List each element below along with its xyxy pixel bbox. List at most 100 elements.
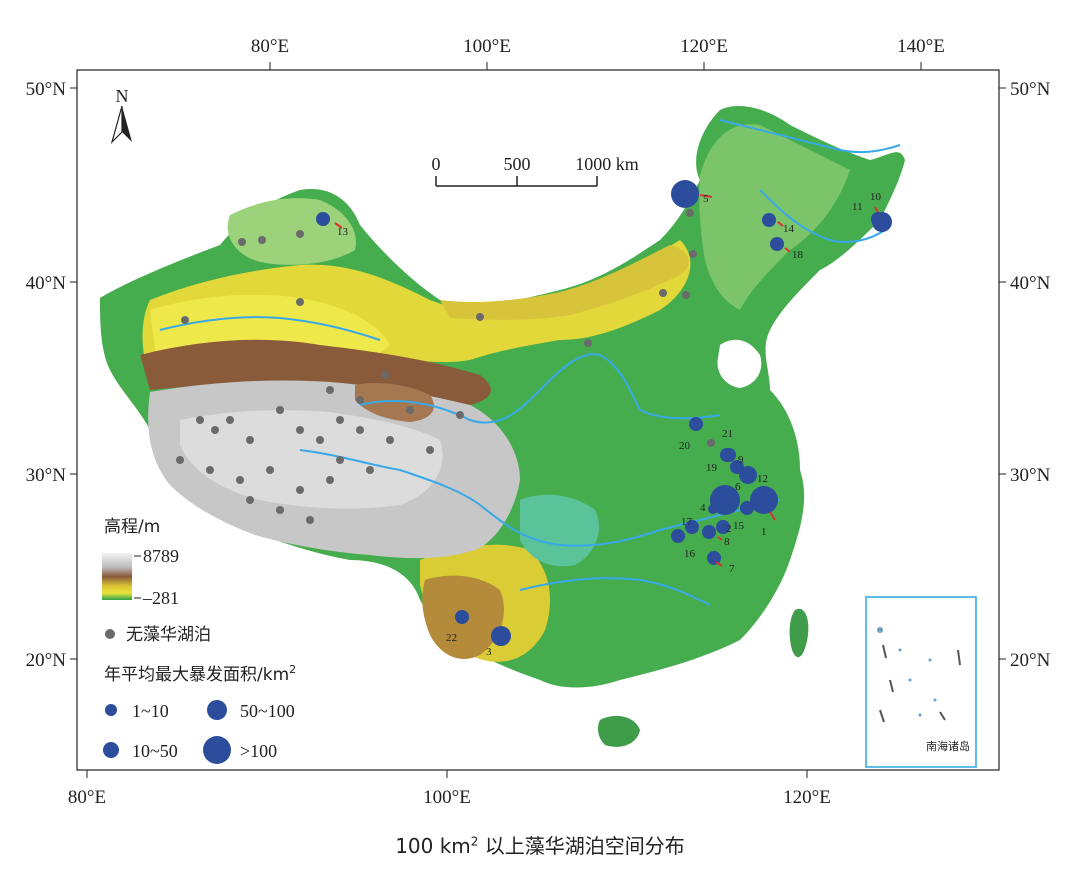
lake-11 (872, 212, 892, 232)
hainan-island (597, 715, 640, 747)
lake-6 (710, 485, 740, 515)
lake-21 (720, 448, 734, 462)
lake-15 (740, 501, 754, 515)
legend-no-bloom-label: 无藻华湖泊 (126, 625, 211, 645)
north-label: N (116, 86, 129, 106)
lake-label-2: 2 (726, 523, 732, 535)
lake-label-1: 1 (761, 526, 767, 538)
lake-label-9: 9 (738, 454, 744, 466)
legend-area-title-sup: 2 (289, 663, 296, 676)
right-lat-20: 20°N (1010, 650, 1051, 671)
lake-5 (671, 180, 699, 208)
figure-caption: 100 km2 以上藻华湖泊空间分布 (0, 830, 1080, 859)
inset-islands (877, 627, 937, 717)
lake-8 (702, 525, 716, 539)
elevation-colorbar (102, 553, 132, 600)
right-lat-50: 50°N (1010, 79, 1051, 100)
lake-label-10: 10 (870, 191, 882, 203)
legend-area-title-text: 年平均最大暴发面积/km (104, 665, 289, 685)
river-yangtze (299, 449, 781, 547)
legend-area-title: 年平均最大暴发面积/km2 (104, 663, 296, 685)
legend: 高程/m 8789 –281 无藻华湖泊 年平均最大暴发面积/km2 1~10 … (102, 517, 296, 764)
legend-no-bloom-marker (105, 629, 115, 639)
bottom-ticks (86, 770, 808, 778)
legend-size-label-50-100: 50~100 (240, 701, 295, 721)
river-songhua (759, 189, 886, 243)
lake-label-5: 5 (703, 193, 709, 205)
top-lon-100: 100°E (463, 36, 511, 57)
inset-label: 南海诸岛 (926, 739, 970, 753)
river-yellow (359, 353, 721, 424)
lake-label-4: 4 (700, 502, 706, 514)
caption-post: 以上藻华湖泊空间分布 (478, 834, 685, 858)
legend-elevation-title: 高程/m (104, 517, 160, 537)
lake-7 (707, 551, 721, 565)
caption-sup: 2 (470, 834, 479, 849)
lake-label-7: 7 (729, 563, 735, 575)
lake-label-8: 8 (724, 536, 730, 548)
lake-label-22: 22 (446, 632, 457, 644)
no-bloom-lakes (176, 209, 715, 524)
legend-size-gt100 (203, 736, 231, 764)
qaidam-basin (355, 383, 434, 422)
legend-size-50-100 (207, 700, 227, 720)
lake-label-16: 16 (684, 548, 696, 560)
rivers (159, 119, 901, 606)
legend-size-label-1-10: 1~10 (132, 701, 169, 721)
bottom-lon-80: 80°E (68, 787, 106, 808)
top-lon-80: 80°E (251, 36, 289, 57)
lake-2 (716, 520, 730, 534)
left-lat-50: 50°N (26, 79, 67, 100)
sichuan-basin (520, 494, 599, 567)
legend-size-10-50 (103, 742, 119, 758)
legend-size-1-10 (105, 704, 117, 716)
lake-label-6: 6 (735, 481, 741, 493)
lake-labels: 1 2 3 4 5 6 7 8 9 10 11 12 13 14 15 16 1… (337, 191, 882, 658)
top-ticks (269, 62, 922, 70)
scale-bar (435, 176, 598, 187)
top-lon-120: 120°E (680, 36, 728, 57)
lake-14 (762, 213, 776, 227)
scale-0: 0 (432, 154, 441, 174)
china-terrain (100, 105, 905, 688)
north-arrow-icon (110, 105, 132, 145)
bottom-lon-120: 120°E (783, 787, 831, 808)
inset-dashline (879, 644, 961, 723)
lake-3 (491, 626, 511, 646)
lake-label-3: 3 (486, 646, 492, 658)
bottom-lon-100: 100°E (423, 787, 471, 808)
lake-19 (730, 460, 744, 474)
mongolian-plateau (440, 245, 689, 320)
lake-label-14: 14 (783, 223, 795, 235)
bloom-lakes (316, 180, 892, 646)
lake-17 (685, 520, 699, 534)
lake-12 (739, 466, 757, 484)
top-lon-140: 140°E (897, 36, 945, 57)
right-ticks (999, 87, 1006, 660)
left-lat-30: 30°N (26, 465, 67, 486)
river-heilong (719, 119, 901, 154)
legend-elev-max: 8789 (143, 546, 179, 566)
lake-13 (316, 212, 330, 226)
river-tarim (159, 316, 381, 341)
lake-label-17: 17 (681, 516, 693, 528)
left-lat-40: 40°N (26, 273, 67, 294)
river-pearl (519, 577, 711, 606)
lake-20 (689, 417, 703, 431)
right-lat-30: 30°N (1010, 465, 1051, 486)
scale-1000: 1000 km (575, 154, 639, 174)
lake-label-19: 19 (706, 462, 718, 474)
lake-label-11: 11 (852, 201, 863, 213)
scale-500: 500 (504, 154, 531, 174)
lake-18 (770, 237, 784, 251)
lake-label-18: 18 (792, 249, 804, 261)
legend-elev-min: –281 (142, 588, 179, 608)
legend-size-label-10-50: 10~50 (132, 741, 178, 761)
left-lat-20: 20°N (26, 650, 67, 671)
caption-pre: 100 km (395, 834, 471, 858)
leader-lines (334, 194, 879, 567)
left-ticks (70, 87, 77, 660)
lake-16 (671, 529, 685, 543)
lake-label-21: 21 (722, 428, 733, 440)
